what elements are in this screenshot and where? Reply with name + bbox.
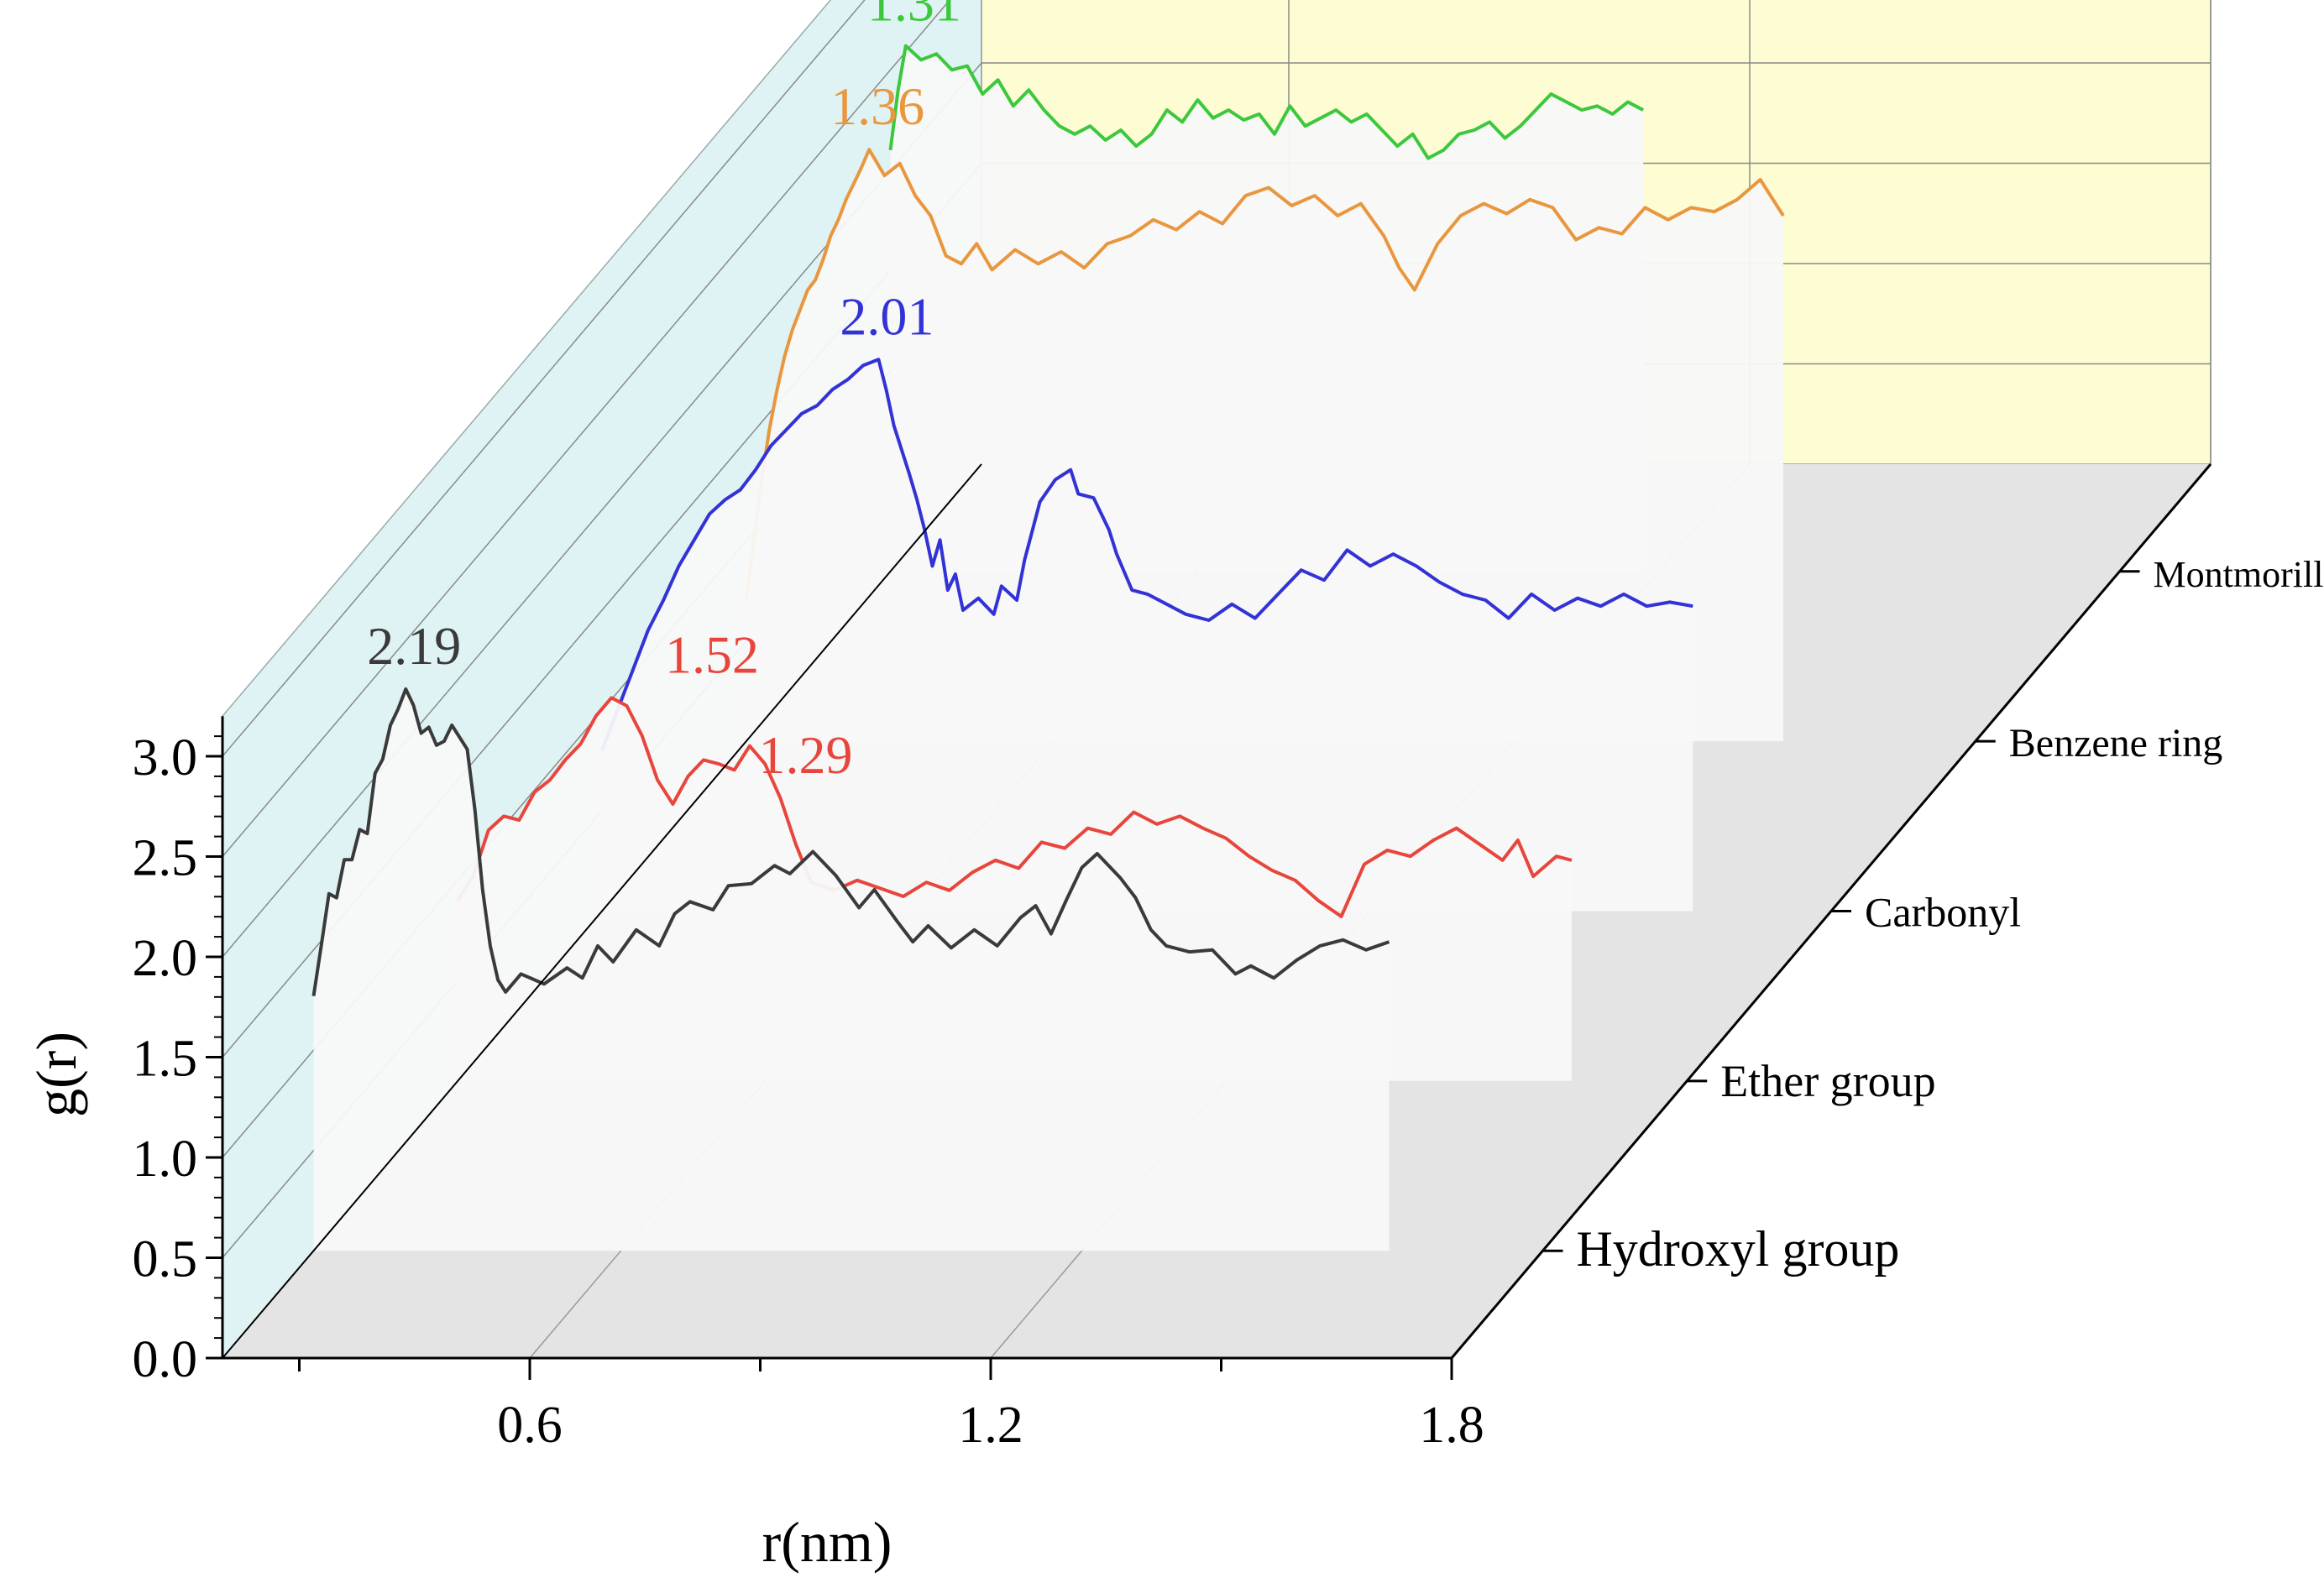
series-line-ether-group [456,696,1573,918]
peak-label-secondary: 1.29 [759,725,853,785]
series-name-label: Carbonyl [1865,889,2021,936]
series-line-montmorillonite-oxygen [888,44,1645,160]
series-ribbon-carbonyl [602,359,1693,912]
peak-label: 2.19 [367,616,461,676]
left-floor-edge [222,463,982,1359]
chart-series-group [311,44,1785,1251]
wall-gridline [222,0,951,857]
series-line-benzene-ring [744,148,1785,602]
depth-axis-line [1450,463,2212,1359]
peak-label: 1.36 [830,76,924,136]
y-axis-title: g(r) [24,1032,88,1117]
wall-gridline [222,62,2211,958]
peak-label: 2.01 [840,286,934,346]
y-tick-label: 2.0 [133,930,198,987]
x-tick-label: 1.2 [958,1397,1023,1454]
y-tick-label: 1.5 [133,1031,198,1088]
wall-gridline [222,0,866,757]
y-tick-label: 0.0 [133,1331,198,1388]
x-tick-label: 0.6 [497,1397,563,1454]
chart-labels: r(nm) g(r) 1.31 Montmorillonite-oxygen 1.3… [24,0,2324,1574]
x-tick-label: 1.8 [1419,1397,1484,1454]
chart-axes [206,463,2212,1380]
series-ribbon-hydroxyl-group [313,689,1390,1251]
series-name-label: Ether group [1720,1056,1935,1106]
series-name-label: Montmorillonite-oxygen [2154,554,2324,595]
x-axis-title: r(nm) [762,1510,892,1574]
y-tick-label: 2.5 [133,830,198,887]
series-name-label: Hydroxyl group [1576,1221,1899,1277]
y-tick-label: 0.5 [133,1231,198,1288]
peak-label: 1.31 [867,0,961,33]
y-tick-label: 1.0 [133,1131,198,1188]
series-name-label: Benzene ring [2009,721,2223,765]
peak-label: 1.52 [665,624,759,684]
series-line-carbonyl [600,358,1693,752]
y-tick-label: 3.0 [133,729,198,786]
series-line-hydroxyl-group [311,687,1390,997]
